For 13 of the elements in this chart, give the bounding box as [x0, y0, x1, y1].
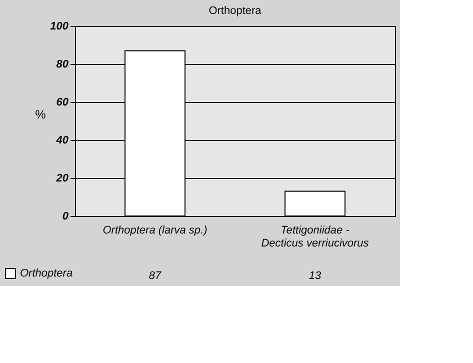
y-tick-label: 80 [56, 58, 70, 70]
chart-title: Orthoptera [208, 5, 262, 17]
x-tick-label: Tettigoniidae - Decticus verriucivorus [261, 224, 370, 250]
y-tick-label: 40 [55, 134, 70, 146]
y-tick-label: 0 [62, 210, 70, 222]
x-tick-label: Orthoptera (larva sp.) [102, 224, 208, 236]
y-tick-label: 100 [50, 20, 70, 32]
data-label: 87 [148, 270, 162, 282]
data-label: 13 [308, 270, 322, 282]
y-tick-label: 60 [56, 96, 70, 108]
legend-label: Orthoptera [20, 268, 73, 280]
y-axis-title: % [35, 108, 46, 122]
y-tick-label: 20 [55, 172, 70, 184]
